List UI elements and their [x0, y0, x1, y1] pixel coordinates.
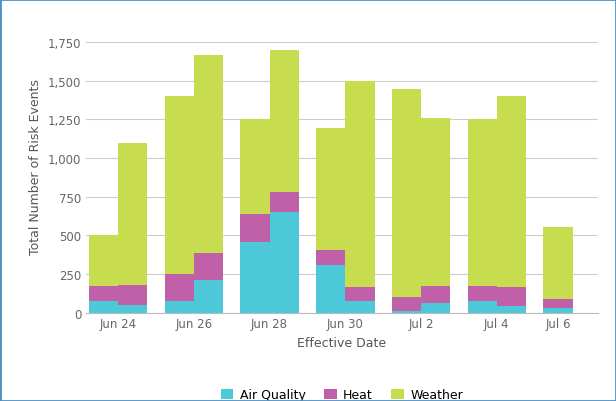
Y-axis label: Total Number of Risk Events: Total Number of Risk Events [30, 79, 43, 254]
Bar [346, 82, 375, 288]
Bar [497, 97, 526, 288]
Bar [240, 215, 270, 242]
Bar [543, 308, 572, 313]
Bar [89, 236, 118, 286]
Bar [468, 120, 497, 286]
Bar [118, 285, 147, 305]
Bar [421, 119, 450, 286]
Bar [392, 90, 421, 298]
Bar [240, 120, 270, 215]
Bar [421, 286, 450, 303]
Bar [89, 286, 118, 301]
Bar [164, 301, 194, 313]
Bar [346, 288, 375, 301]
Bar [270, 213, 299, 313]
X-axis label: Effective Date: Effective Date [298, 336, 386, 349]
Bar [194, 280, 223, 313]
Bar [468, 301, 497, 313]
Bar [468, 286, 497, 301]
Bar [421, 303, 450, 313]
Bar [392, 298, 421, 311]
Bar [543, 299, 572, 308]
Bar [346, 301, 375, 313]
Bar [118, 143, 147, 285]
Bar [497, 307, 526, 313]
Bar [392, 311, 421, 313]
Bar [543, 227, 572, 299]
Bar [270, 192, 299, 213]
Bar [89, 301, 118, 313]
Bar [240, 242, 270, 313]
Bar [316, 129, 346, 250]
Bar [194, 253, 223, 280]
Bar [316, 250, 346, 266]
Bar [164, 97, 194, 274]
Bar [194, 55, 223, 253]
Bar [316, 266, 346, 313]
Bar [497, 288, 526, 307]
Bar [118, 305, 147, 313]
Legend: Air Quality, Heat, Weather: Air Quality, Heat, Weather [216, 383, 468, 401]
Bar [164, 274, 194, 301]
Bar [270, 51, 299, 192]
